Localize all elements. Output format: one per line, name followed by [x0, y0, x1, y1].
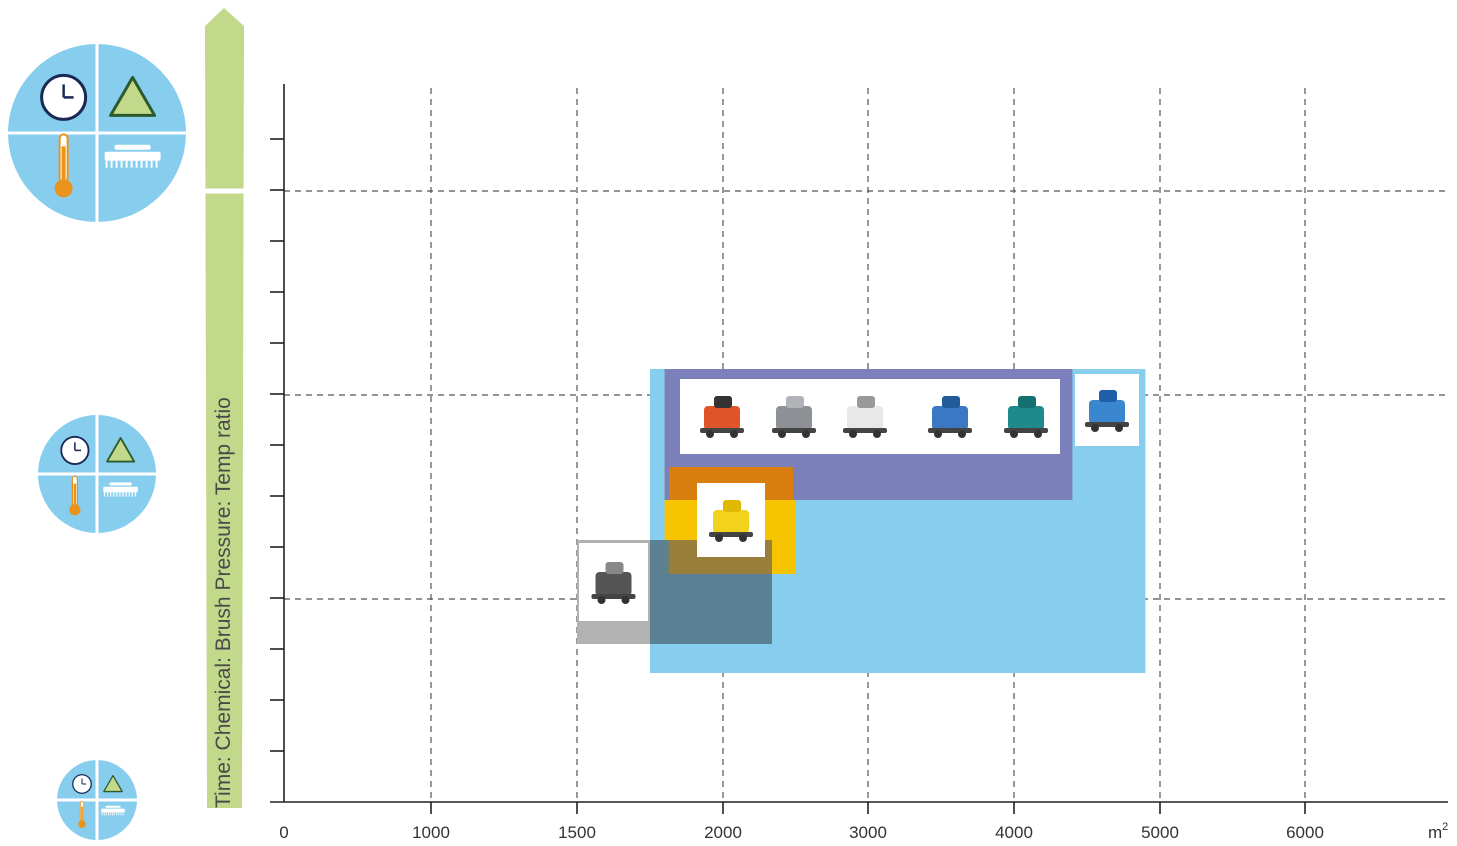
ratio-arrow — [205, 8, 244, 808]
ratio-icon — [38, 415, 156, 533]
x-axis-unit: m2 — [1428, 821, 1448, 842]
x-tick-label: 5000 — [1141, 823, 1179, 842]
x-tick-label: 2000 — [704, 823, 742, 842]
ride-on-scrubber-icon — [700, 396, 744, 438]
x-tick-label: 1000 — [412, 823, 450, 842]
machine-images — [579, 374, 1139, 621]
x-tick-label: 3000 — [849, 823, 887, 842]
ride-on-scrubber-icon — [591, 562, 636, 604]
ride-on-scrubber-icon — [928, 396, 972, 438]
ride-on-scrubber-icon — [1004, 396, 1048, 438]
clock-icon — [60, 435, 90, 465]
ratio-icons — [8, 44, 186, 840]
brush-icon — [103, 482, 138, 497]
thermometer-icon — [54, 133, 73, 198]
y-axis-title: Time: Chemical: Brush Pressure: Temp rat… — [212, 397, 235, 808]
x-tick-label: 1500 — [558, 823, 596, 842]
ride-on-scrubber-icon — [1085, 390, 1129, 432]
chemical-triangle-icon — [106, 437, 136, 463]
chemical-triangle-icon — [109, 75, 157, 117]
ride-on-scrubber-icon — [709, 500, 753, 542]
x-tick-label: 6000 — [1286, 823, 1324, 842]
ratio-icon — [57, 760, 137, 840]
clock-icon — [40, 73, 88, 121]
x-tick-labels: 0 1000 1500 2000 3000 4000 5000 6000 — [279, 823, 1324, 842]
x-tick-label: 4000 — [995, 823, 1033, 842]
ratio-icon — [8, 44, 186, 222]
chemical-triangle-icon — [103, 774, 123, 793]
clock-icon — [72, 774, 92, 794]
ride-on-scrubber-icon — [843, 396, 887, 438]
brush-icon — [104, 144, 161, 168]
x-tick-label: 0 — [279, 823, 288, 842]
axes — [270, 84, 1448, 814]
thermometer-icon — [78, 801, 86, 829]
brush-icon — [101, 805, 125, 816]
ride-on-scrubber-icon — [772, 396, 816, 438]
thermometer-icon — [69, 475, 81, 516]
